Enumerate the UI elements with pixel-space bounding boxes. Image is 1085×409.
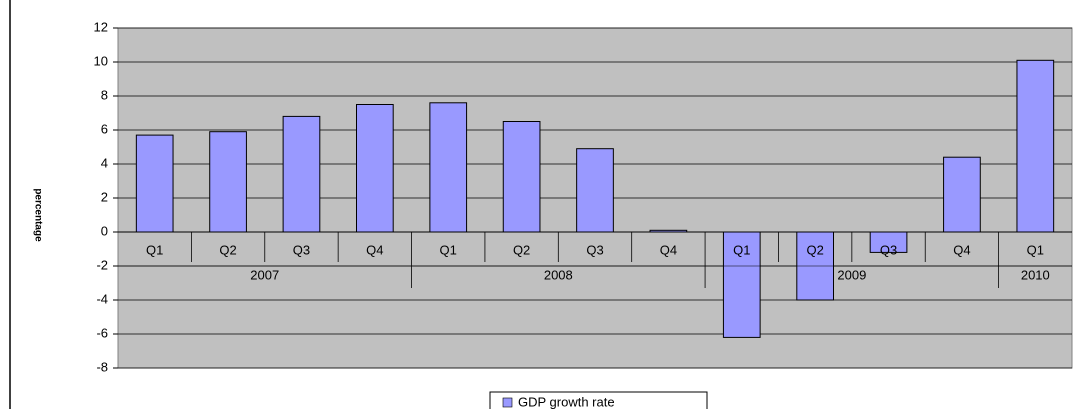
x-tick-label: Q2 [513, 242, 530, 257]
x-tick-label: Q1 [1027, 242, 1044, 257]
legend-box [489, 391, 708, 409]
x-tick-label: Q4 [366, 242, 383, 257]
bar [209, 131, 247, 233]
bar [429, 102, 468, 233]
y-tick-label: -6 [96, 325, 108, 340]
bar [356, 104, 394, 233]
y-tick-label: 0 [101, 223, 108, 238]
group-label: 2010 [1021, 267, 1050, 282]
bar [576, 148, 614, 233]
bar [135, 134, 174, 233]
legend-swatch [502, 397, 513, 408]
bar [722, 231, 761, 338]
y-axis-label: percentage [32, 188, 43, 242]
bar [1016, 59, 1055, 233]
x-tick-label: Q3 [586, 242, 603, 257]
x-tick-label: Q2 [219, 242, 236, 257]
group-label: 2009 [837, 267, 866, 282]
x-tick-label: Q2 [806, 242, 823, 257]
y-tick-label: 4 [101, 155, 108, 170]
bar [282, 115, 321, 233]
x-tick-label: Q3 [293, 242, 310, 257]
group-label: 2008 [544, 267, 573, 282]
y-tick-label: 12 [94, 19, 108, 34]
y-tick-label: -2 [96, 257, 108, 272]
group-label: 2007 [250, 267, 279, 282]
legend-label: GDP growth rate [518, 394, 615, 409]
bar [943, 156, 981, 233]
y-tick-label: 10 [94, 53, 108, 68]
y-tick-label: -4 [96, 291, 108, 306]
x-tick-label: Q1 [440, 242, 457, 257]
x-tick-label: Q4 [660, 242, 677, 257]
y-tick-label: 2 [101, 189, 108, 204]
y-tick-label: 6 [101, 121, 108, 136]
x-tick-label: Q1 [146, 242, 163, 257]
y-tick-label: -8 [96, 359, 108, 374]
x-tick-label: Q4 [953, 242, 970, 257]
x-tick-label: Q1 [733, 242, 750, 257]
y-tick-label: 8 [101, 87, 108, 102]
bar [502, 121, 541, 233]
x-tick-label: Q3 [880, 242, 897, 257]
